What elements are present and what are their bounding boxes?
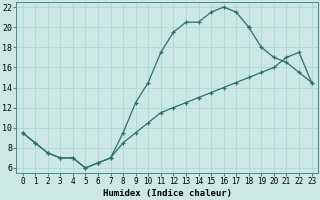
X-axis label: Humidex (Indice chaleur): Humidex (Indice chaleur) (103, 189, 232, 198)
